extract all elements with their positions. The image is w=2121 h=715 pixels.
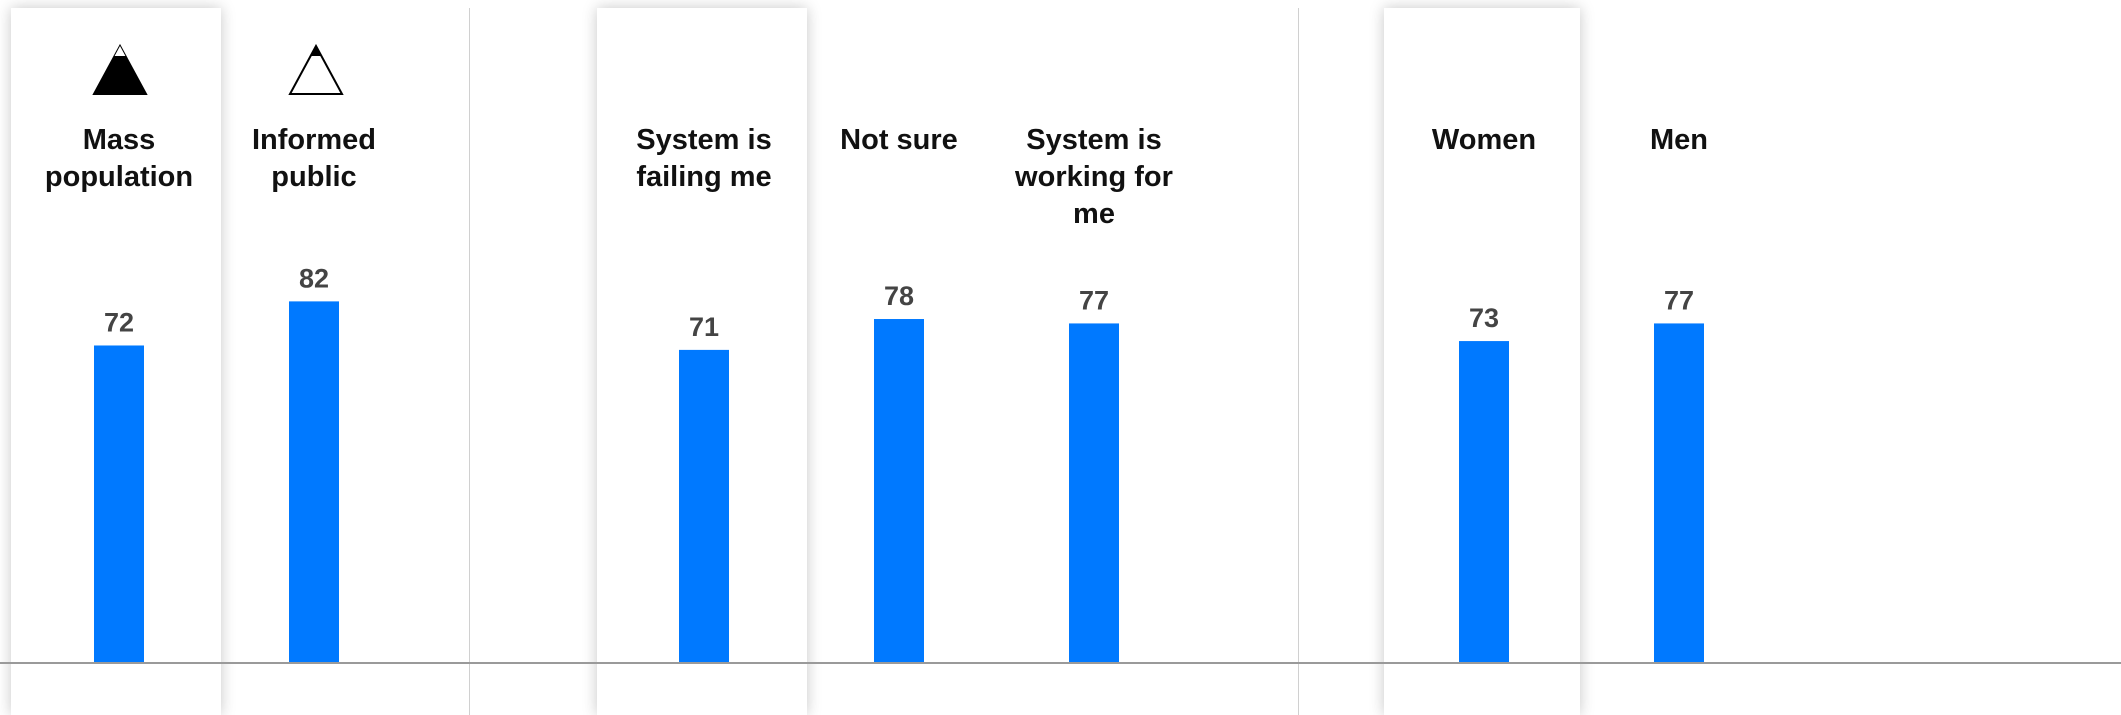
category-label: Men <box>1650 124 1708 156</box>
group-divider <box>469 8 470 715</box>
bar-value-label: 78 <box>884 281 914 311</box>
mountain-outline-icon <box>288 44 344 95</box>
bar-value-label: 77 <box>1079 285 1109 315</box>
bar-value-label: 82 <box>299 263 329 293</box>
bar <box>289 301 339 663</box>
bar-value-label: 71 <box>689 312 719 342</box>
bar <box>1654 323 1704 663</box>
bar <box>94 345 144 663</box>
category-label: System is failing me <box>636 124 772 193</box>
mountain-filled-icon <box>92 44 148 95</box>
bar <box>874 319 924 663</box>
bar <box>679 349 729 663</box>
category-label: Mass population <box>44 124 194 193</box>
category-label: Not sure <box>840 124 958 156</box>
bar <box>1069 323 1119 663</box>
group-divider <box>1298 8 1299 715</box>
x-axis-baseline <box>0 662 2121 664</box>
bar <box>1459 341 1509 663</box>
bar-value-label: 73 <box>1469 303 1499 333</box>
category-label: Women <box>1431 124 1537 156</box>
category-label: System is working for me <box>1015 124 1173 230</box>
bar-value-label: 77 <box>1664 285 1694 315</box>
category-label: Informed public <box>251 124 377 193</box>
bar-value-label: 72 <box>104 307 134 337</box>
